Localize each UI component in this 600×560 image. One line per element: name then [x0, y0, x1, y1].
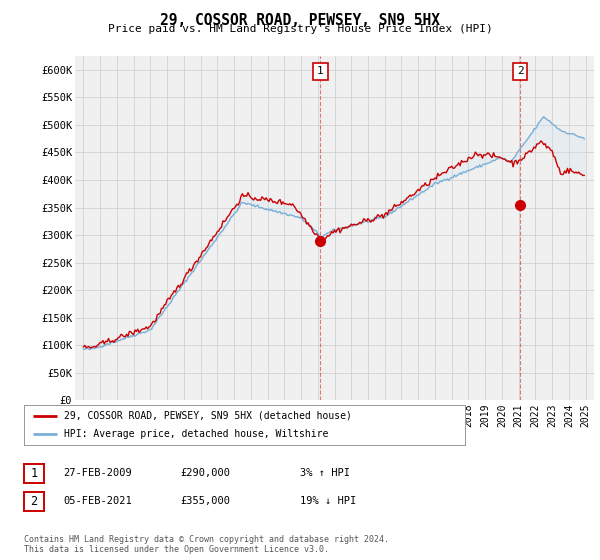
Text: 1: 1: [317, 67, 324, 76]
Text: 29, COSSOR ROAD, PEWSEY, SN9 5HX (detached house): 29, COSSOR ROAD, PEWSEY, SN9 5HX (detach…: [64, 411, 352, 421]
Text: HPI: Average price, detached house, Wiltshire: HPI: Average price, detached house, Wilt…: [64, 430, 328, 439]
Text: 05-FEB-2021: 05-FEB-2021: [63, 496, 132, 506]
Text: Price paid vs. HM Land Registry's House Price Index (HPI): Price paid vs. HM Land Registry's House …: [107, 24, 493, 34]
Text: 3% ↑ HPI: 3% ↑ HPI: [300, 468, 350, 478]
Text: 29, COSSOR ROAD, PEWSEY, SN9 5HX: 29, COSSOR ROAD, PEWSEY, SN9 5HX: [160, 13, 440, 28]
Text: 2: 2: [517, 67, 524, 76]
Text: 1: 1: [31, 466, 37, 480]
Text: £290,000: £290,000: [180, 468, 230, 478]
Text: 2: 2: [31, 494, 37, 508]
Text: 27-FEB-2009: 27-FEB-2009: [63, 468, 132, 478]
Text: Contains HM Land Registry data © Crown copyright and database right 2024.
This d: Contains HM Land Registry data © Crown c…: [24, 535, 389, 554]
Text: £355,000: £355,000: [180, 496, 230, 506]
Text: 19% ↓ HPI: 19% ↓ HPI: [300, 496, 356, 506]
